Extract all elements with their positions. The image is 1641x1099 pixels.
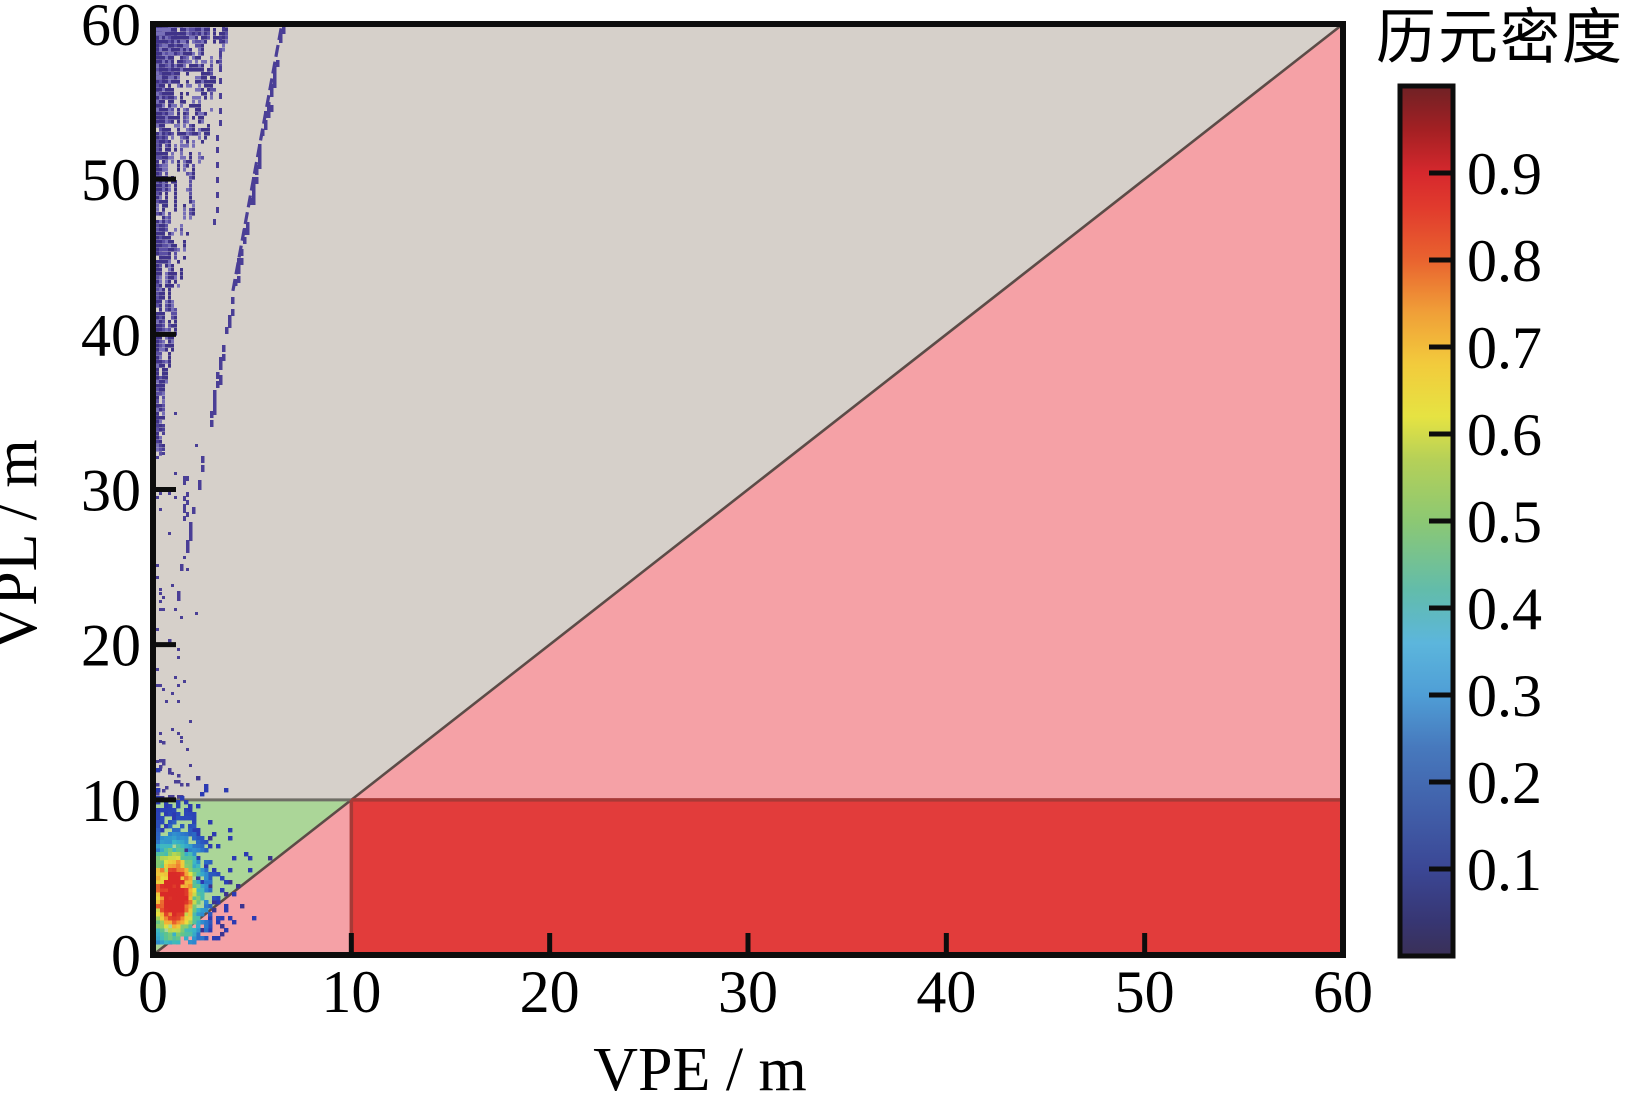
y-axis-title: VPL / m <box>0 439 50 650</box>
colorbar-title: 历元密度 <box>1376 5 1624 71</box>
axis-ticks <box>153 176 1148 955</box>
y-tick-label: 10 <box>81 768 141 834</box>
colorbar-tick-label: 0.8 <box>1467 228 1542 294</box>
colorbar-border <box>1397 83 1456 959</box>
steep-line-a-solid-top <box>231 24 284 292</box>
y-tick-label: 60 <box>81 0 141 58</box>
colorbar-tick-labels: 0.1 0.2 0.3 0.4 0.5 0.6 0.7 0.8 0.9 <box>1467 141 1542 903</box>
colorbar: 0.1 0.2 0.3 0.4 0.5 0.6 0.7 0.8 0.9 历元密度 <box>1376 5 1624 959</box>
colorbar-tick-label: 0.4 <box>1467 576 1542 642</box>
x-tick-label: 0 <box>138 959 168 1025</box>
region-boundary-lines <box>152 22 1344 957</box>
x-tick-label: 50 <box>1115 959 1175 1025</box>
ratio-dashed-lines <box>168 24 286 646</box>
x-tick-label: 40 <box>916 959 976 1025</box>
x-tick-label: 20 <box>520 959 580 1025</box>
region-red-bottom-rectangle <box>351 799 1343 955</box>
y-tick-label: 50 <box>81 147 141 213</box>
x-tick-label: 10 <box>321 959 381 1025</box>
region-upper-gray-region <box>153 24 1343 800</box>
y-tick-label: 20 <box>81 613 141 679</box>
x-axis-title: VPE / m <box>593 1036 807 1099</box>
y-tick-label: 30 <box>81 458 141 524</box>
colorbar-tick-label: 0.5 <box>1467 489 1542 555</box>
colorbar-tick-label: 0.1 <box>1467 837 1542 903</box>
colorbar-tick-label: 0.7 <box>1467 315 1542 381</box>
y-tick-label: 40 <box>81 302 141 368</box>
colorbar-tick-label: 0.2 <box>1467 750 1542 816</box>
y-tick-label: 0 <box>111 923 141 989</box>
x-tick-label: 30 <box>718 959 778 1025</box>
colorbar-tick-label: 0.3 <box>1467 663 1542 729</box>
colorbar-tick-label: 0.9 <box>1467 141 1542 207</box>
x-tick-label: 60 <box>1313 959 1373 1025</box>
axis-tick-labels: 0 10 20 30 40 50 60 0 10 20 30 40 50 60 <box>81 0 1373 1025</box>
colorbar-ticks <box>1429 170 1451 872</box>
colorbar-tick-label: 0.6 <box>1467 402 1542 468</box>
